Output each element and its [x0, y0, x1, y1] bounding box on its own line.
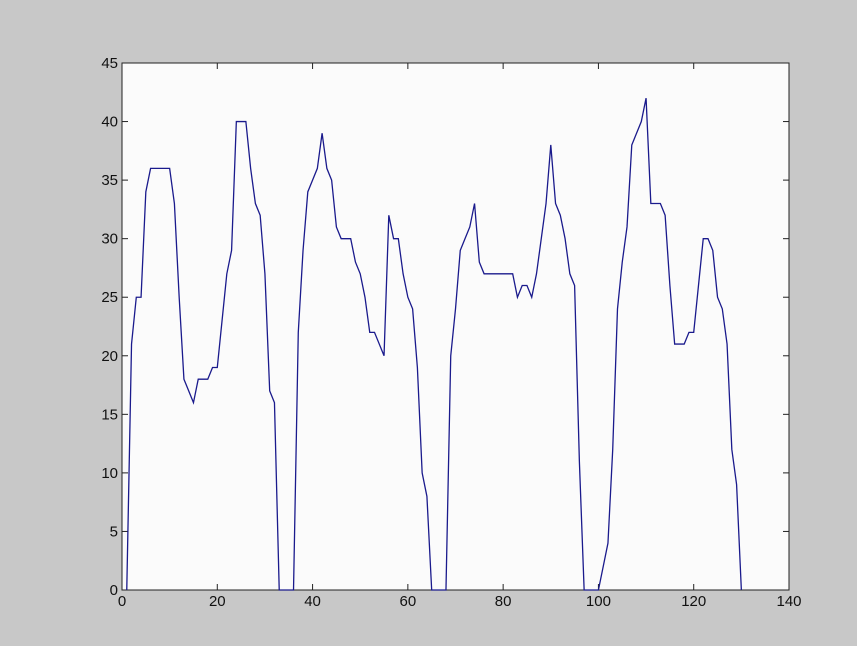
x-tick-label: 60: [400, 593, 417, 610]
x-tick-label: 80: [495, 593, 512, 610]
x-tick-label: 20: [209, 593, 226, 610]
page: {"chart_data": {"type": "line", "x": [1,…: [0, 0, 857, 651]
x-tick-label: 0: [118, 593, 126, 610]
y-tick-label: 15: [101, 406, 118, 423]
x-tick-label: 140: [776, 593, 801, 610]
y-tick-label: 30: [101, 231, 118, 248]
y-tick-label: 25: [101, 289, 118, 306]
x-tick-label: 120: [681, 593, 706, 610]
figure: 0 20 40 60 80 100 120 140 0 5 10 15 20 25 30 35 40 45: [0, 0, 857, 646]
y-tick-label: 10: [101, 465, 118, 482]
y-tick-label: 45: [101, 55, 118, 72]
y-tick-label: 35: [101, 172, 118, 189]
y-tick-label: 0: [110, 582, 118, 599]
x-tick-label: 40: [304, 593, 321, 610]
x-tick-label: 100: [586, 593, 611, 610]
y-tick-label: 20: [101, 348, 118, 365]
y-tick-label: 5: [110, 523, 118, 540]
y-tick-label: 40: [101, 114, 118, 131]
